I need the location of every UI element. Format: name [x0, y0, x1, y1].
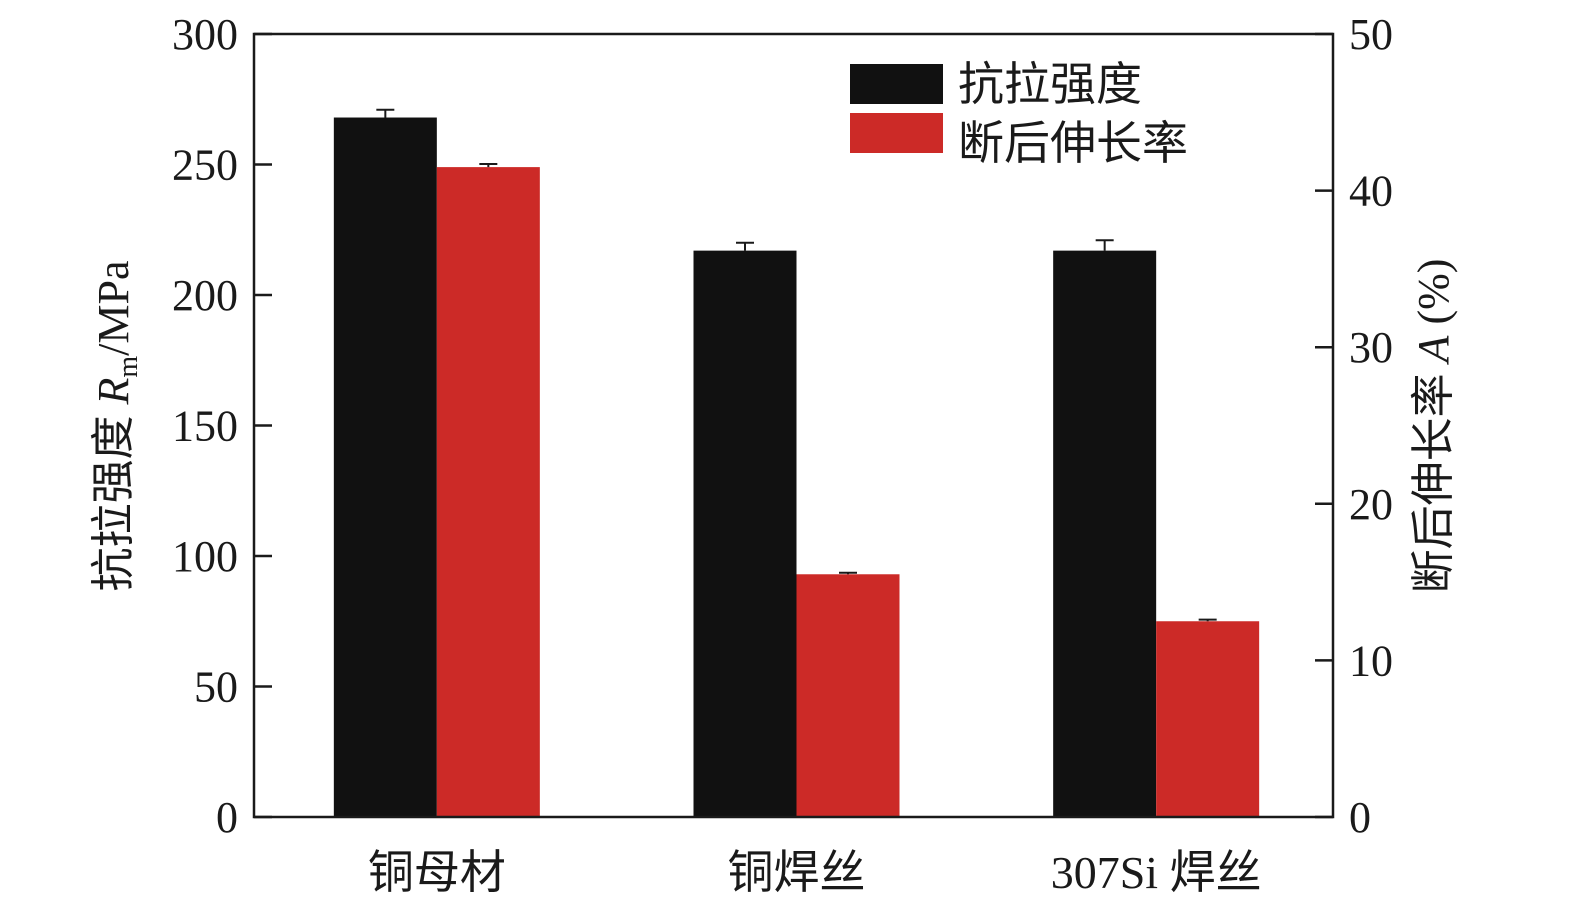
- legend-label-tensile: 抗拉强度: [958, 59, 1142, 110]
- left-axis-title-unit: /MPa: [89, 260, 138, 355]
- x-axis-tick-labels: 铜母材 铜焊丝 307Si 焊丝: [368, 847, 1262, 898]
- error-bars-layer: [376, 108, 1217, 622]
- bars-layer: [333, 117, 1260, 818]
- right-tick-label: 40: [1349, 167, 1393, 216]
- left-tick-label: 250: [172, 141, 238, 190]
- right-axis-title-unit: (%): [1409, 259, 1458, 336]
- right-axis-title-label: 断后伸长率: [1409, 373, 1458, 593]
- right-axis-ticks: 0 10 20 30 40 50: [1315, 10, 1393, 842]
- right-tick-label: 0: [1349, 793, 1371, 842]
- left-axis-title-label: 抗拉强度: [89, 416, 138, 592]
- right-axis-title-gap: [1409, 362, 1458, 373]
- bar-tensile: [333, 117, 437, 817]
- left-axis-ticks: 0 50 100 150 200 250 300: [172, 10, 272, 842]
- x-tick-label: 铜母材: [368, 847, 506, 898]
- right-tick-label: 50: [1349, 10, 1393, 59]
- bar-elongation: [796, 574, 900, 817]
- left-axis-title-symbol: R: [89, 378, 138, 406]
- left-tick-label: 0: [216, 793, 238, 842]
- bar-elongation: [1156, 621, 1260, 817]
- left-axis-title: 抗拉强度 Rm/MPa: [89, 260, 144, 591]
- legend-label-elongation: 断后伸长率: [958, 118, 1188, 169]
- left-tick-label: 200: [172, 271, 238, 320]
- legend: 抗拉强度 断后伸长率: [850, 59, 1188, 169]
- x-tick-label: 铜焊丝: [728, 847, 866, 898]
- bar-tensile: [1053, 250, 1157, 817]
- right-axis-title-symbol: A: [1409, 334, 1458, 365]
- bar-elongation: [436, 167, 540, 818]
- legend-swatch-tensile: [850, 64, 943, 104]
- right-tick-label: 30: [1349, 323, 1393, 372]
- left-axis-title-subscript: m: [113, 356, 144, 378]
- right-axis-title: 断后伸长率 A (%): [1409, 259, 1458, 594]
- right-tick-label: 20: [1349, 480, 1393, 529]
- x-tick-label: 307Si 焊丝: [1051, 847, 1262, 898]
- legend-swatch-elongation: [850, 113, 943, 153]
- left-tick-label: 300: [172, 10, 238, 59]
- bar-tensile: [693, 250, 797, 817]
- left-tick-label: 100: [172, 532, 238, 581]
- right-tick-label: 10: [1349, 636, 1393, 685]
- left-tick-label: 150: [172, 402, 238, 451]
- left-axis-title-gap: [89, 405, 138, 416]
- left-tick-label: 50: [194, 663, 238, 712]
